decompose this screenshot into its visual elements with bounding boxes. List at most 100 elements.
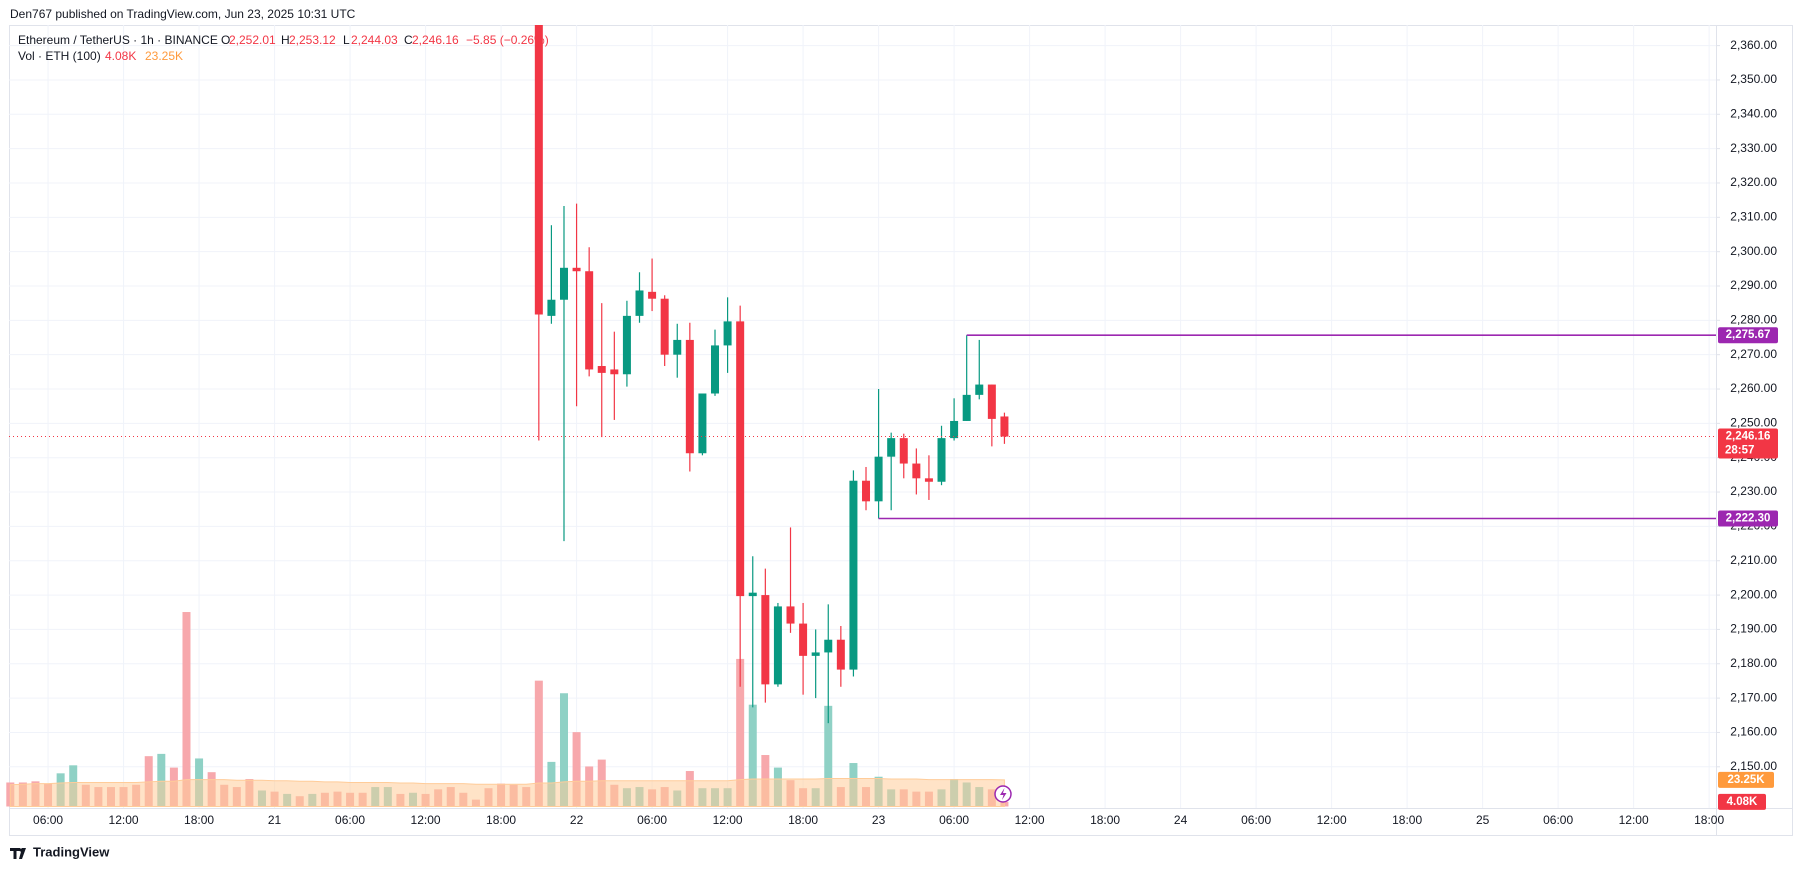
overlay: 2,150.00 2,160.00 2,170.00 2,180.00 2,190.00… bbox=[9, 38, 1778, 827]
candle-body bbox=[962, 394, 971, 421]
alert-icon[interactable] bbox=[994, 785, 1012, 803]
candle-body bbox=[748, 592, 757, 597]
footer-brand: TradingView bbox=[33, 844, 110, 859]
volume-bar bbox=[182, 612, 191, 807]
candle-body bbox=[836, 639, 845, 670]
y-tick-label: 2,340.00 bbox=[1730, 106, 1777, 120]
ohlc-value: 2,244.03 bbox=[351, 33, 398, 47]
candle-body bbox=[711, 345, 720, 394]
volume-bar bbox=[824, 705, 833, 807]
candle-body bbox=[685, 339, 694, 454]
candle-body bbox=[610, 369, 619, 375]
candle-body bbox=[899, 438, 908, 464]
ohlc-label: H bbox=[281, 33, 290, 47]
y-tick-label: 2,280.00 bbox=[1730, 313, 1777, 327]
volume-box bbox=[1718, 793, 1766, 810]
symbol: Ethereum / TetherUS · 1h · BINANCE bbox=[18, 33, 218, 47]
ohlc-label: L bbox=[343, 33, 350, 47]
x-tick-label: 12:00 bbox=[1015, 813, 1045, 827]
volume-pane bbox=[6, 612, 1009, 807]
y-tick-label: 2,360.00 bbox=[1730, 38, 1777, 52]
last-price-label: 2,246.16 bbox=[1726, 431, 1771, 443]
level-box bbox=[1718, 510, 1778, 527]
x-tick-label: 06:00 bbox=[1241, 813, 1271, 827]
candle-body bbox=[585, 271, 594, 370]
candle-body bbox=[975, 384, 984, 395]
volume-bar bbox=[748, 704, 757, 807]
candle-body bbox=[874, 456, 883, 502]
x-tick-label: 06:00 bbox=[33, 813, 63, 827]
candle-body bbox=[559, 267, 568, 300]
y-tick-label: 2,180.00 bbox=[1730, 656, 1777, 670]
volume-ma-value: 23.25K bbox=[145, 49, 183, 63]
y-tick-label: 2,160.00 bbox=[1730, 725, 1777, 739]
x-tick-label: 12:00 bbox=[411, 813, 441, 827]
y-tick-label: 2,150.00 bbox=[1730, 759, 1777, 773]
footer-logo bbox=[10, 848, 26, 859]
volume-ma-box bbox=[1718, 771, 1774, 788]
x-tick-label: 18:00 bbox=[486, 813, 516, 827]
y-tick-label: 2,270.00 bbox=[1730, 347, 1777, 361]
x-tick-label: 25 bbox=[1476, 813, 1490, 827]
volume-bar bbox=[736, 658, 745, 807]
x-tick-label: 12:00 bbox=[1619, 813, 1649, 827]
ohlc-value: 2,246.16 bbox=[412, 33, 459, 47]
x-tick-label: 22 bbox=[570, 813, 584, 827]
candle-body bbox=[723, 321, 732, 346]
volume-ma-box-label: 23.25K bbox=[1727, 774, 1765, 786]
x-tick-label: 06:00 bbox=[637, 813, 667, 827]
x-tick-label: 06:00 bbox=[1543, 813, 1573, 827]
x-tick-label: 06:00 bbox=[335, 813, 365, 827]
y-tick-label: 2,260.00 bbox=[1730, 381, 1777, 395]
volume-bar bbox=[144, 756, 153, 807]
candle-body bbox=[622, 315, 631, 375]
x-tick-label: 18:00 bbox=[1090, 813, 1120, 827]
y-tick-label: 2,330.00 bbox=[1730, 141, 1777, 155]
y-tick-label: 2,290.00 bbox=[1730, 278, 1777, 292]
candle-body bbox=[635, 290, 644, 316]
candle-body bbox=[660, 298, 669, 355]
candle-body bbox=[597, 366, 606, 373]
x-tick-label: 12:00 bbox=[109, 813, 139, 827]
volume-value: 4.08K bbox=[105, 49, 136, 63]
candle-body bbox=[773, 606, 782, 685]
candle-body bbox=[887, 438, 896, 457]
y-tick-label: 2,190.00 bbox=[1730, 622, 1777, 636]
candle-body bbox=[572, 267, 581, 272]
y-tick-label: 2,350.00 bbox=[1730, 72, 1777, 86]
legend-volume: Vol · ETH (100) 4.08K 23.25K bbox=[18, 49, 183, 63]
x-tick-label: 21 bbox=[268, 813, 282, 827]
volume-bar bbox=[572, 732, 581, 807]
candle-body bbox=[799, 623, 808, 656]
candle-body bbox=[811, 652, 820, 656]
volume-ma-area bbox=[9, 778, 1005, 807]
candle-body bbox=[761, 595, 770, 685]
y-tick-label: 2,250.00 bbox=[1730, 416, 1777, 430]
y-tick-label: 2,300.00 bbox=[1730, 244, 1777, 258]
candle-body bbox=[862, 480, 871, 502]
frame bbox=[9, 25, 1793, 836]
y-tick-label: 2,210.00 bbox=[1730, 553, 1777, 567]
candle-body bbox=[698, 393, 707, 454]
level-box bbox=[1718, 327, 1778, 344]
y-tick-label: 2,170.00 bbox=[1730, 690, 1777, 704]
level-label: 2,275.67 bbox=[1726, 329, 1771, 341]
ohlc-value: 2,252.01 bbox=[229, 33, 276, 47]
candle-body bbox=[673, 339, 682, 355]
x-tick-label: 18:00 bbox=[1392, 813, 1422, 827]
legend-ohlc: Ethereum / TetherUS · 1h · BINANCE O2,25… bbox=[18, 33, 549, 47]
volume-name: Vol · ETH (100) bbox=[18, 49, 101, 63]
y-tick-label: 2,310.00 bbox=[1730, 209, 1777, 223]
change: −5.85 (−0.26%) bbox=[466, 33, 549, 47]
published-note: Den767 published on TradingView.com, Jun… bbox=[10, 7, 356, 21]
x-tick-label: 12:00 bbox=[713, 813, 743, 827]
candle-body bbox=[648, 291, 657, 299]
x-tick-label: 18:00 bbox=[184, 813, 214, 827]
candle-body bbox=[1000, 416, 1009, 437]
ohlc-value: 2,253.12 bbox=[289, 33, 336, 47]
volume-bar bbox=[534, 680, 543, 807]
volume-box-label: 4.08K bbox=[1727, 796, 1758, 808]
